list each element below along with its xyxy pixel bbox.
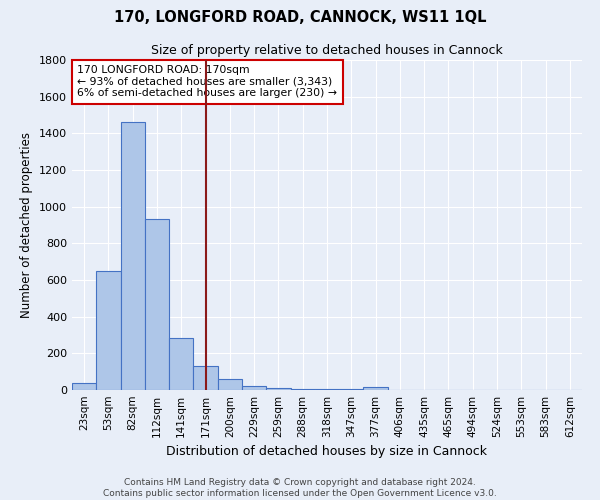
Text: Contains HM Land Registry data © Crown copyright and database right 2024.
Contai: Contains HM Land Registry data © Crown c…	[103, 478, 497, 498]
Bar	[266, 388, 290, 390]
Bar	[121, 122, 145, 390]
Bar	[242, 386, 266, 390]
X-axis label: Distribution of detached houses by size in Cannock: Distribution of detached houses by size …	[167, 446, 487, 458]
Bar	[290, 389, 315, 390]
Bar	[169, 338, 193, 390]
Bar	[72, 382, 96, 390]
Bar	[145, 218, 169, 390]
Title: Size of property relative to detached houses in Cannock: Size of property relative to detached ho…	[151, 44, 503, 58]
Bar	[364, 387, 388, 390]
Bar	[315, 389, 339, 390]
Bar	[218, 379, 242, 390]
Text: 170 LONGFORD ROAD: 170sqm
← 93% of detached houses are smaller (3,343)
6% of sem: 170 LONGFORD ROAD: 170sqm ← 93% of detac…	[77, 65, 337, 98]
Bar	[193, 366, 218, 390]
Text: 170, LONGFORD ROAD, CANNOCK, WS11 1QL: 170, LONGFORD ROAD, CANNOCK, WS11 1QL	[114, 10, 486, 25]
Bar	[96, 271, 121, 390]
Y-axis label: Number of detached properties: Number of detached properties	[20, 132, 34, 318]
